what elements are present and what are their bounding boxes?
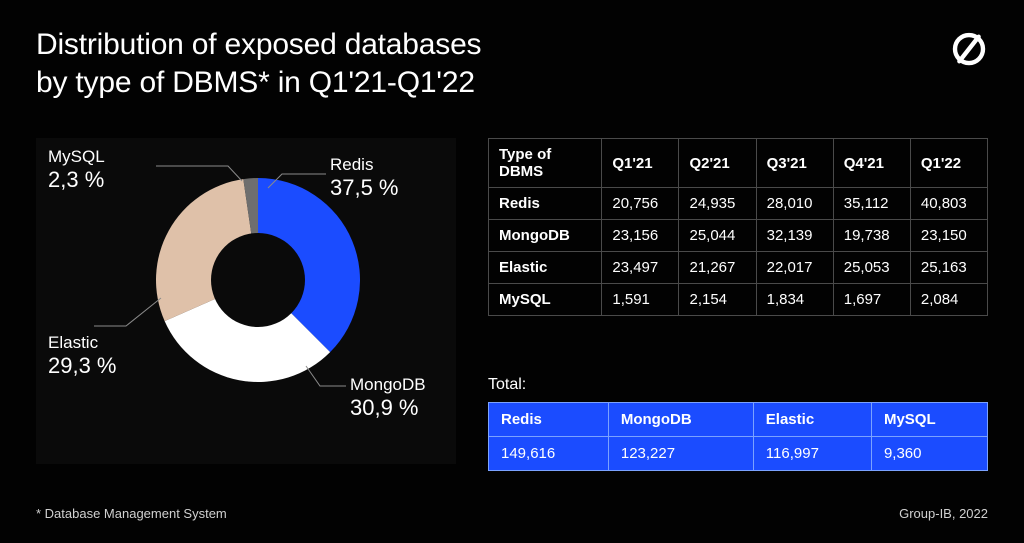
- table-cell: 25,163: [910, 252, 987, 284]
- table-cell: 2,154: [679, 284, 756, 316]
- table-cell: 25,044: [679, 220, 756, 252]
- total-header: MongoDB: [608, 403, 753, 437]
- total-cell: 9,360: [871, 437, 987, 471]
- total-cell: 149,616: [489, 437, 609, 471]
- donut-label-mongodb: MongoDB 30,9 %: [350, 376, 426, 419]
- page-title: Distribution of exposed databases by typ…: [36, 26, 481, 101]
- table-cell: 1,591: [602, 284, 679, 316]
- table-row: MongoDB23,15625,04432,13919,73823,150: [489, 220, 988, 252]
- table-row: MySQL1,5912,1541,8341,6972,084: [489, 284, 988, 316]
- credit-text: Group-IB, 2022: [899, 506, 988, 521]
- table-cell: 20,756: [602, 188, 679, 220]
- table-row: Elastic23,49721,26722,01725,05325,163: [489, 252, 988, 284]
- total-cell: 116,997: [753, 437, 871, 471]
- donut-label-elastic: Elastic 29,3 %: [48, 334, 117, 377]
- table-cell: MongoDB: [489, 220, 602, 252]
- table-cell: 23,156: [602, 220, 679, 252]
- table-cell: 1,834: [756, 284, 833, 316]
- table-cell: 23,497: [602, 252, 679, 284]
- brand-logo-icon: [948, 28, 990, 70]
- table-cell: 28,010: [756, 188, 833, 220]
- table-cell: Elastic: [489, 252, 602, 284]
- table-header: Q1'22: [910, 139, 987, 188]
- total-header: Redis: [489, 403, 609, 437]
- table-cell: 35,112: [833, 188, 910, 220]
- data-table: Type of DBMSQ1'21Q2'21Q3'21Q4'21Q1'22 Re…: [488, 138, 988, 316]
- total-cell: 123,227: [608, 437, 753, 471]
- table-header: Q3'21: [756, 139, 833, 188]
- table-header: Q2'21: [679, 139, 756, 188]
- donut-label-redis: Redis 37,5 %: [330, 156, 399, 199]
- table-cell: 23,150: [910, 220, 987, 252]
- total-table: RedisMongoDBElasticMySQL 149,616123,2271…: [488, 402, 988, 471]
- donut-hole: [211, 233, 305, 327]
- table-cell: 32,139: [756, 220, 833, 252]
- table-header: Q4'21: [833, 139, 910, 188]
- table-cell: 25,053: [833, 252, 910, 284]
- table-row: Redis20,75624,93528,01035,11240,803: [489, 188, 988, 220]
- total-header: Elastic: [753, 403, 871, 437]
- title-line-1: Distribution of exposed databases: [36, 26, 481, 64]
- footnote-text: * Database Management System: [36, 506, 227, 521]
- title-line-2: by type of DBMS* in Q1'21-Q1'22: [36, 64, 481, 102]
- total-label: Total:: [488, 376, 526, 394]
- table-cell: 19,738: [833, 220, 910, 252]
- table-cell: 22,017: [756, 252, 833, 284]
- donut-label-mysql: MySQL 2,3 %: [48, 148, 105, 191]
- table-header: Type of DBMS: [489, 139, 602, 188]
- table-header: Q1'21: [602, 139, 679, 188]
- table-cell: 1,697: [833, 284, 910, 316]
- donut-chart: [156, 178, 360, 382]
- table-cell: 40,803: [910, 188, 987, 220]
- donut-chart-card: Redis 37,5 % MongoDB 30,9 % Elastic 29,3…: [36, 138, 456, 464]
- table-cell: 21,267: [679, 252, 756, 284]
- table-cell: MySQL: [489, 284, 602, 316]
- table-cell: 24,935: [679, 188, 756, 220]
- total-header: MySQL: [871, 403, 987, 437]
- table-cell: Redis: [489, 188, 602, 220]
- table-cell: 2,084: [910, 284, 987, 316]
